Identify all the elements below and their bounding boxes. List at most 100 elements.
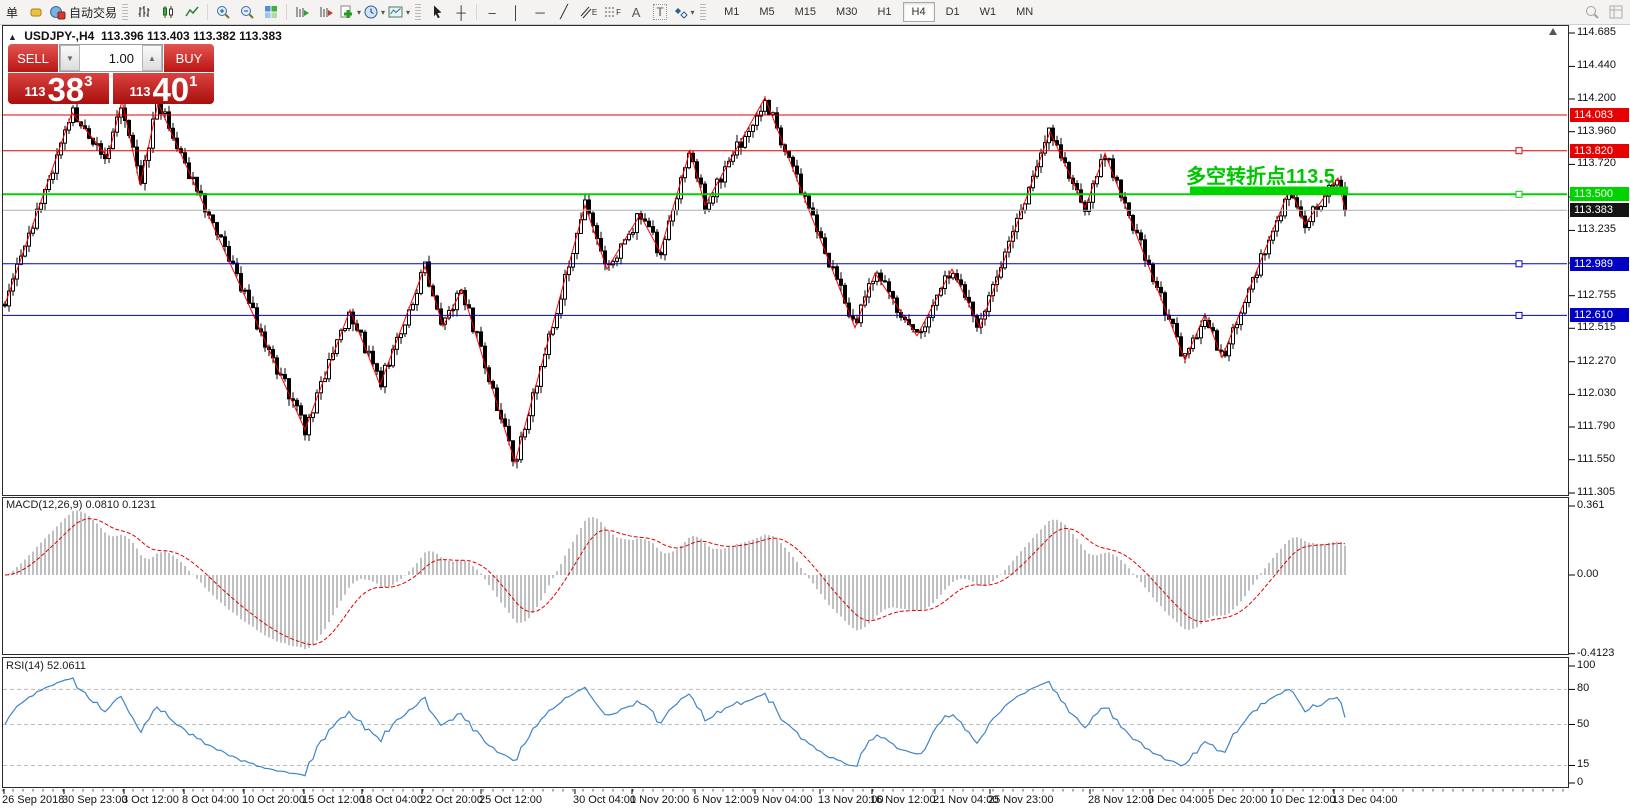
templates-button[interactable]: ▾ bbox=[387, 2, 410, 22]
candlestick-icon bbox=[163, 6, 174, 18]
chevron-down-icon: ▾ bbox=[357, 7, 362, 17]
shapes-icon bbox=[674, 7, 688, 19]
channel-icon bbox=[580, 6, 592, 19]
price-tick-label: 113.960 bbox=[1577, 124, 1616, 137]
scroll-to-end-marker-icon[interactable] bbox=[1549, 28, 1557, 35]
time-label: 10 Oct 20:00 bbox=[242, 794, 305, 806]
sell-button[interactable]: SELL bbox=[8, 44, 58, 72]
ohlc-bars-icon bbox=[138, 6, 150, 17]
fibonacci-tool-button[interactable]: F bbox=[601, 2, 623, 22]
rsi-tick-label: 50 bbox=[1577, 717, 1590, 730]
dash-tool-button[interactable]: – bbox=[481, 2, 503, 22]
text-label-tool-button[interactable]: T bbox=[649, 2, 671, 22]
data-window-icon[interactable] bbox=[1608, 4, 1624, 20]
price-tick-label: 112.515 bbox=[1577, 321, 1616, 334]
timeframe-d1[interactable]: D1 bbox=[945, 6, 960, 18]
fibo-letter: F bbox=[616, 7, 621, 17]
macd-label: MACD(12,26,9) 0.0810 0.1231 bbox=[6, 499, 156, 511]
price-tick-label: 112.030 bbox=[1577, 387, 1616, 400]
zoom-out-button[interactable] bbox=[236, 2, 258, 22]
cursor-icon bbox=[434, 5, 442, 19]
volume-stepper: ▼ 1.00 ▲ bbox=[59, 44, 163, 72]
macd-panel[interactable] bbox=[2, 497, 1569, 655]
line-chart-mode-button[interactable] bbox=[181, 2, 203, 22]
buy-price-button[interactable]: 113 40 1 bbox=[113, 71, 214, 108]
tile-windows-button[interactable] bbox=[260, 2, 282, 22]
time-label: 26 Sep 2018 bbox=[2, 794, 65, 806]
trendline-tool-button[interactable]: ╱ bbox=[553, 2, 575, 22]
search-icon[interactable] bbox=[1584, 4, 1600, 20]
buy-price-big: 40 bbox=[152, 71, 190, 108]
chart-shift-icon bbox=[296, 7, 310, 17]
channel-letter: E bbox=[591, 7, 598, 17]
timeframe-h4[interactable]: H4 bbox=[902, 2, 935, 22]
price-tick-label: 114.440 bbox=[1577, 59, 1616, 72]
auto-scroll-button[interactable] bbox=[315, 2, 337, 22]
time-label: 28 Nov 12:00 bbox=[1088, 794, 1154, 806]
chart-shift-button[interactable] bbox=[291, 2, 313, 22]
rsi-tick-label: 100 bbox=[1577, 659, 1596, 671]
timeframe-m1[interactable]: M1 bbox=[724, 6, 740, 18]
sell-price-prefix: 113 bbox=[24, 84, 46, 99]
time-label: 9 Nov 04:00 bbox=[753, 794, 813, 806]
toolbar-grip bbox=[122, 4, 129, 20]
arrows-tool-button[interactable]: ▾ bbox=[673, 2, 695, 22]
timeframe-mn[interactable]: MN bbox=[1016, 6, 1034, 18]
template-icon bbox=[388, 6, 403, 18]
chart-annotation[interactable]: 多空转折点113.5 bbox=[1186, 166, 1335, 188]
buy-button[interactable]: BUY bbox=[164, 44, 214, 72]
tile-windows-icon bbox=[265, 6, 278, 18]
new-order-button[interactable]: 单 bbox=[5, 5, 18, 20]
zoom-out-icon bbox=[240, 6, 254, 19]
auto-trading-button[interactable]: 自动交易 bbox=[49, 2, 117, 22]
price-tick-label: 112.270 bbox=[1577, 354, 1616, 367]
volume-value[interactable]: 1.00 bbox=[108, 50, 134, 66]
macd-tick-label: 0.361 bbox=[1577, 499, 1605, 512]
sell-price-button[interactable]: 113 38 3 bbox=[8, 71, 109, 108]
candlestick-mode-button[interactable] bbox=[157, 2, 179, 22]
horizontal-line-tool-button[interactable]: ─ bbox=[529, 2, 551, 22]
macd-tick-label: 0.00 bbox=[1577, 568, 1599, 580]
vertical-line-tool-button[interactable]: │ bbox=[505, 2, 527, 22]
zoom-in-button[interactable] bbox=[212, 2, 234, 22]
rsi-panel[interactable] bbox=[2, 657, 1569, 788]
label-tool-icon: T bbox=[653, 4, 667, 20]
crosshair-icon: ┼ bbox=[456, 4, 466, 20]
price-level-badge: 112.989 bbox=[1570, 256, 1629, 271]
timeframe-m30[interactable]: M30 bbox=[836, 6, 858, 18]
volume-increase-button[interactable]: ▲ bbox=[142, 45, 162, 71]
vertical-line-icon: │ bbox=[512, 4, 521, 20]
timeframe-m5[interactable]: M5 bbox=[759, 6, 775, 18]
indicators-button[interactable]: ▾ bbox=[339, 2, 361, 22]
sell-price-big: 38 bbox=[47, 71, 85, 108]
indicators-icon bbox=[340, 5, 353, 18]
timeframe-w1[interactable]: W1 bbox=[979, 6, 997, 18]
time-label: 25 Nov 23:00 bbox=[988, 794, 1054, 806]
time-label: 18 Oct 04:00 bbox=[360, 794, 423, 806]
one-click-trading-panel: SELL ▼ 1.00 ▲ BUY 113 38 3 113 40 1 bbox=[8, 44, 214, 108]
volume-decrease-button[interactable]: ▼ bbox=[60, 45, 80, 71]
price-level-badge: 114.083 bbox=[1570, 107, 1629, 122]
timeframe-m15[interactable]: M15 bbox=[794, 6, 817, 18]
channel-tool-button[interactable]: E bbox=[577, 2, 599, 22]
periods-button[interactable]: ▾ bbox=[363, 2, 385, 22]
chevron-down-icon: ▾ bbox=[381, 7, 386, 17]
toolbar-grip bbox=[415, 4, 422, 20]
market-watch-icon[interactable] bbox=[25, 2, 47, 22]
collapse-panel-icon[interactable]: ▲ bbox=[8, 32, 17, 42]
symbol-period-label: USDJPY-,H4 bbox=[24, 29, 95, 43]
price-level-badge: 113.500 bbox=[1570, 187, 1629, 202]
crosshair-tool-button[interactable]: ┼ bbox=[450, 2, 472, 22]
toolbar-right-icons bbox=[1584, 4, 1624, 20]
time-label: 25 Oct 12:00 bbox=[479, 794, 542, 806]
timeframe-h1[interactable]: H1 bbox=[877, 6, 892, 18]
cursor-tool-button[interactable] bbox=[426, 2, 448, 22]
time-label: 16 Nov 12:00 bbox=[870, 794, 936, 806]
trendline-icon: ╱ bbox=[560, 4, 568, 19]
text-tool-button[interactable]: A bbox=[625, 2, 647, 22]
main-chart-panel[interactable] bbox=[2, 25, 1569, 496]
time-label: 3 Dec 04:00 bbox=[1148, 794, 1208, 806]
bar-chart-mode-button[interactable] bbox=[133, 2, 155, 22]
price-level-badge: 112.610 bbox=[1570, 308, 1629, 323]
chevron-down-icon: ▾ bbox=[406, 7, 411, 17]
